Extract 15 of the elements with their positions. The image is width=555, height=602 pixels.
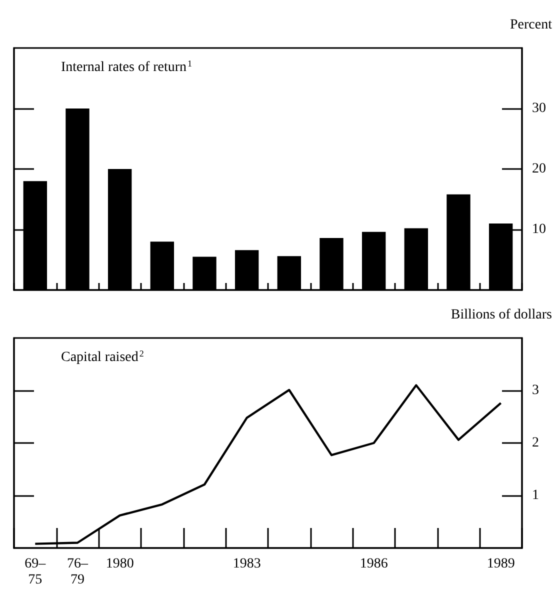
x-tick-label: 1983	[232, 556, 261, 572]
x-tick-label: 1989	[486, 556, 515, 572]
x-tick-label: 76– 79	[67, 556, 89, 588]
x-tick-label: 69– 75	[24, 556, 47, 588]
x-tick-label: 1986	[360, 556, 388, 572]
y-tick-label: 30	[532, 101, 546, 116]
y-tick-label: 1	[532, 488, 539, 503]
y-tick-label: 20	[532, 162, 546, 176]
y-tick-label: 2	[532, 436, 539, 450]
y-tick-label: 3	[532, 383, 539, 398]
x-tick-label: 1980	[106, 556, 134, 572]
line-series	[34, 384, 502, 545]
y-tick-label: 10	[532, 222, 546, 237]
y-axis-title: Percent	[510, 18, 552, 32]
y-axis-title: Billions of dollars	[450, 308, 552, 322]
